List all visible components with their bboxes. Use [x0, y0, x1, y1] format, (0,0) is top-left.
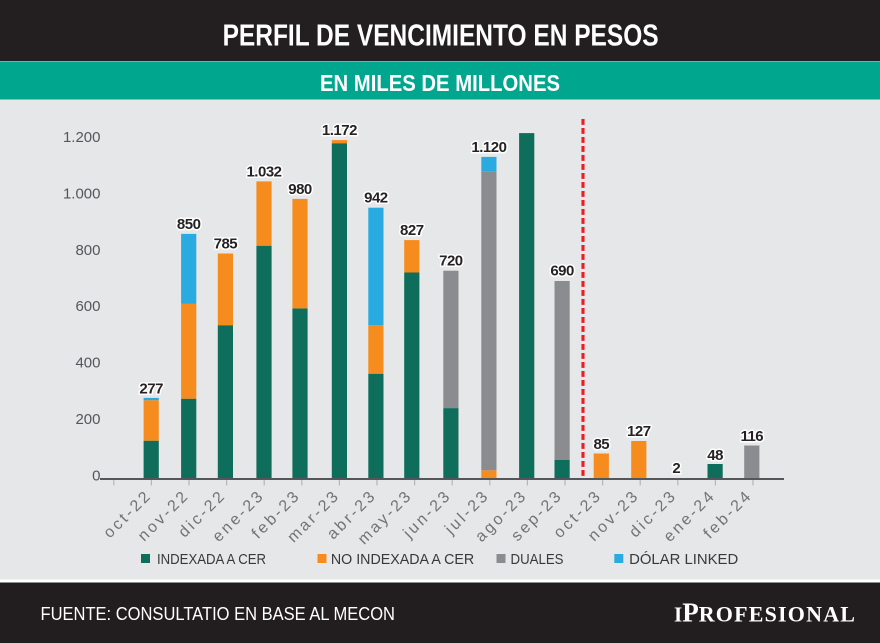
- svg-text:FUENTE: CONSULTATIO EN BASE AL: FUENTE: CONSULTATIO EN BASE AL MECON: [41, 603, 396, 624]
- svg-text:600: 600: [75, 298, 100, 315]
- svg-text:0: 0: [92, 468, 100, 485]
- svg-text:690: 690: [550, 263, 574, 280]
- svg-text:200: 200: [75, 411, 100, 428]
- svg-text:400: 400: [75, 355, 100, 372]
- svg-text:800: 800: [75, 242, 100, 259]
- svg-text:1.000: 1.000: [63, 185, 101, 202]
- svg-text:1.172: 1.172: [322, 122, 357, 139]
- svg-text:INDEXADA A CER: INDEXADA A CER: [157, 552, 266, 568]
- svg-text:785: 785: [214, 236, 238, 253]
- svg-text:942: 942: [364, 190, 388, 207]
- svg-text:116: 116: [740, 428, 763, 445]
- svg-text:85: 85: [593, 436, 609, 453]
- svg-text:2: 2: [672, 460, 680, 477]
- svg-text:980: 980: [288, 181, 312, 198]
- svg-text:NO INDEXADA A CER: NO INDEXADA A CER: [331, 552, 474, 568]
- svg-text:127: 127: [627, 423, 651, 440]
- svg-text:EN MILES DE MILLONES: EN MILES DE MILLONES: [320, 70, 560, 96]
- svg-text:48: 48: [707, 447, 723, 464]
- svg-text:DUALES: DUALES: [511, 552, 564, 568]
- svg-text:1.032: 1.032: [246, 163, 281, 180]
- svg-text:DÓLAR LINKED: DÓLAR LINKED: [629, 551, 738, 568]
- svg-text:1.200: 1.200: [63, 129, 101, 146]
- svg-text:850: 850: [177, 216, 201, 233]
- svg-text:IPROFESIONAL: IPROFESIONAL: [674, 598, 856, 628]
- svg-text:720: 720: [439, 253, 463, 270]
- svg-text:827: 827: [400, 222, 424, 239]
- svg-text:1.120: 1.120: [471, 139, 506, 156]
- svg-text:277: 277: [139, 380, 163, 397]
- svg-text:PERFIL DE VENCIMIENTO EN PESOS: PERFIL DE VENCIMIENTO EN PESOS: [223, 18, 659, 53]
